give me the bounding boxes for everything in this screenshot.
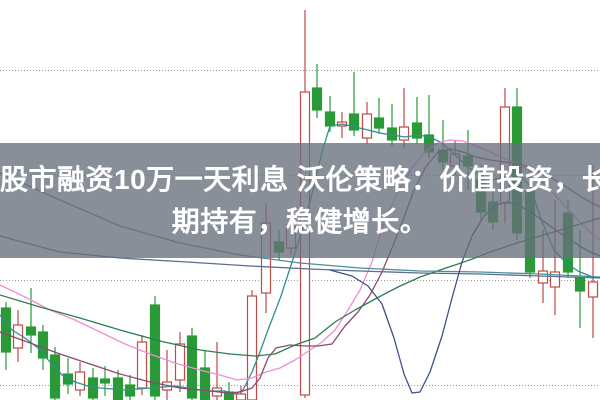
down-candle-body <box>411 122 423 139</box>
up-candle-body <box>537 270 549 284</box>
down-candle-body <box>25 326 37 336</box>
down-candle-body <box>373 117 385 129</box>
down-candle-body <box>99 378 111 384</box>
down-candle-body <box>37 331 49 359</box>
down-candle-body <box>199 367 211 400</box>
down-candle-body <box>324 111 336 127</box>
banner-title-line2: 期持有，稳健增长。 <box>171 205 429 237</box>
down-candle-body <box>62 373 74 385</box>
banner-title-line1: 股市融资10万一天利息 沃伦策略：价值投资，长 <box>0 163 600 195</box>
up-candle-body <box>235 393 247 400</box>
up-candle-body <box>136 341 148 389</box>
up-candle-body <box>549 271 561 288</box>
down-candle-body <box>311 87 323 111</box>
down-candle-body <box>574 277 586 292</box>
up-candle-body <box>12 324 24 349</box>
down-candle-body <box>348 113 360 131</box>
up-candle-body <box>174 343 186 381</box>
up-candle-body <box>398 126 410 141</box>
title-banner-overlay: 股市融资10万一天利息 沃伦策略：价值投资，长 期持有，稳健增长。 <box>0 143 600 258</box>
up-candle-body <box>361 113 373 139</box>
up-candle-body <box>74 371 86 391</box>
up-candle-body <box>246 295 258 400</box>
down-candle-body <box>149 304 161 397</box>
down-candle-body <box>49 354 61 399</box>
down-candle-body <box>0 307 12 353</box>
up-candle-body <box>587 281 599 298</box>
